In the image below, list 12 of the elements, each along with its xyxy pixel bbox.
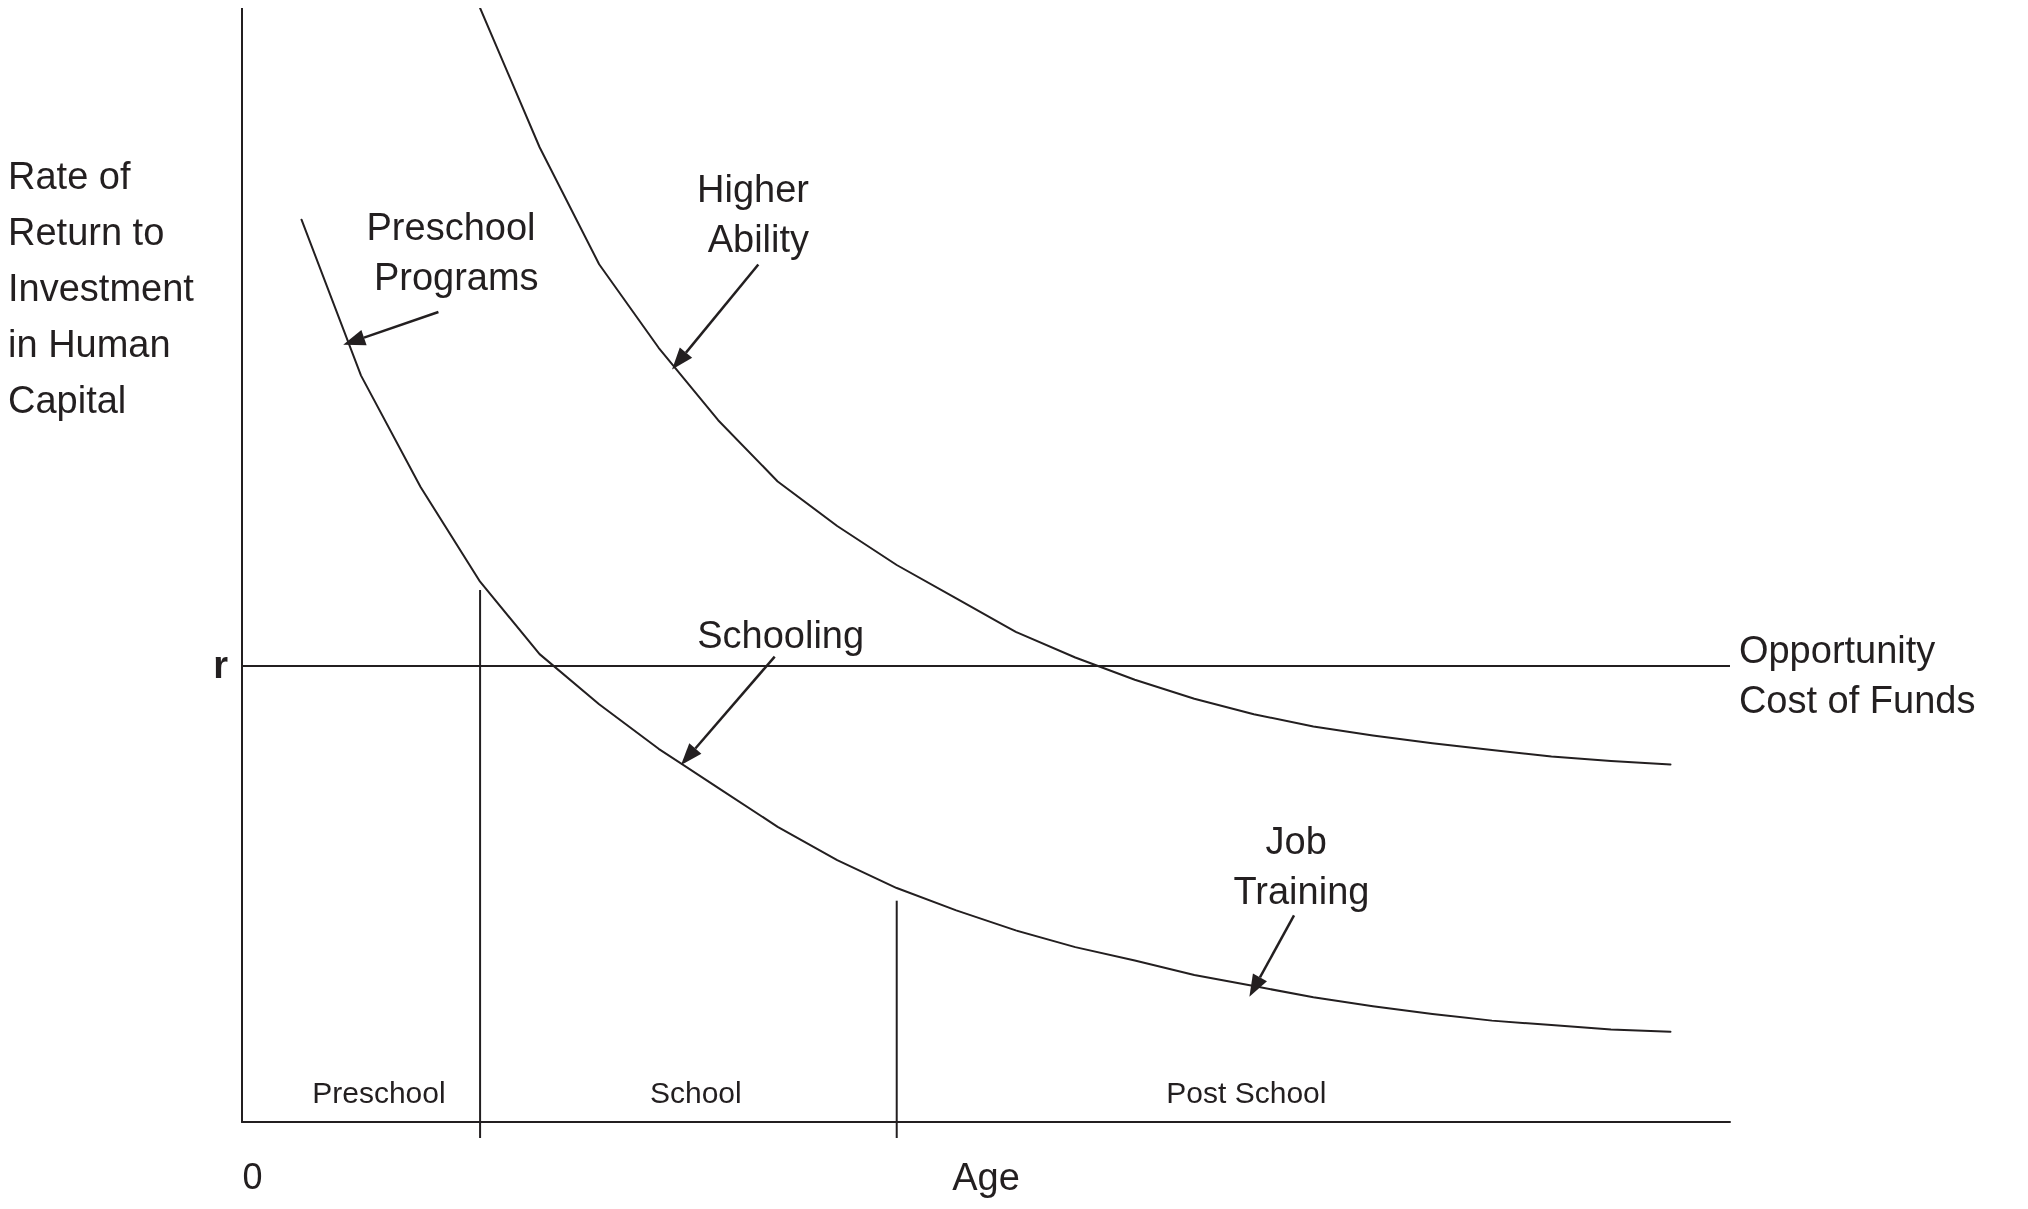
annotation: Job Training (1233, 819, 1370, 912)
annotation: Post School (1166, 1076, 1327, 1110)
annotation: Schooling (697, 614, 865, 657)
y-axis-title: Rate of Return to Investment in Human Capital (8, 155, 205, 421)
text: 0 (242, 1156, 263, 1198)
x-axis-title: Age (952, 1156, 1020, 1198)
annotation: Higher Ability (697, 167, 820, 260)
annotation: Preschool (312, 1076, 446, 1110)
ref-line-label: r (213, 644, 229, 687)
annotation: School (649, 1076, 742, 1110)
annotation: Preschool Programs (366, 206, 547, 299)
text: Opportunity Cost of Funds (1738, 628, 1976, 721)
